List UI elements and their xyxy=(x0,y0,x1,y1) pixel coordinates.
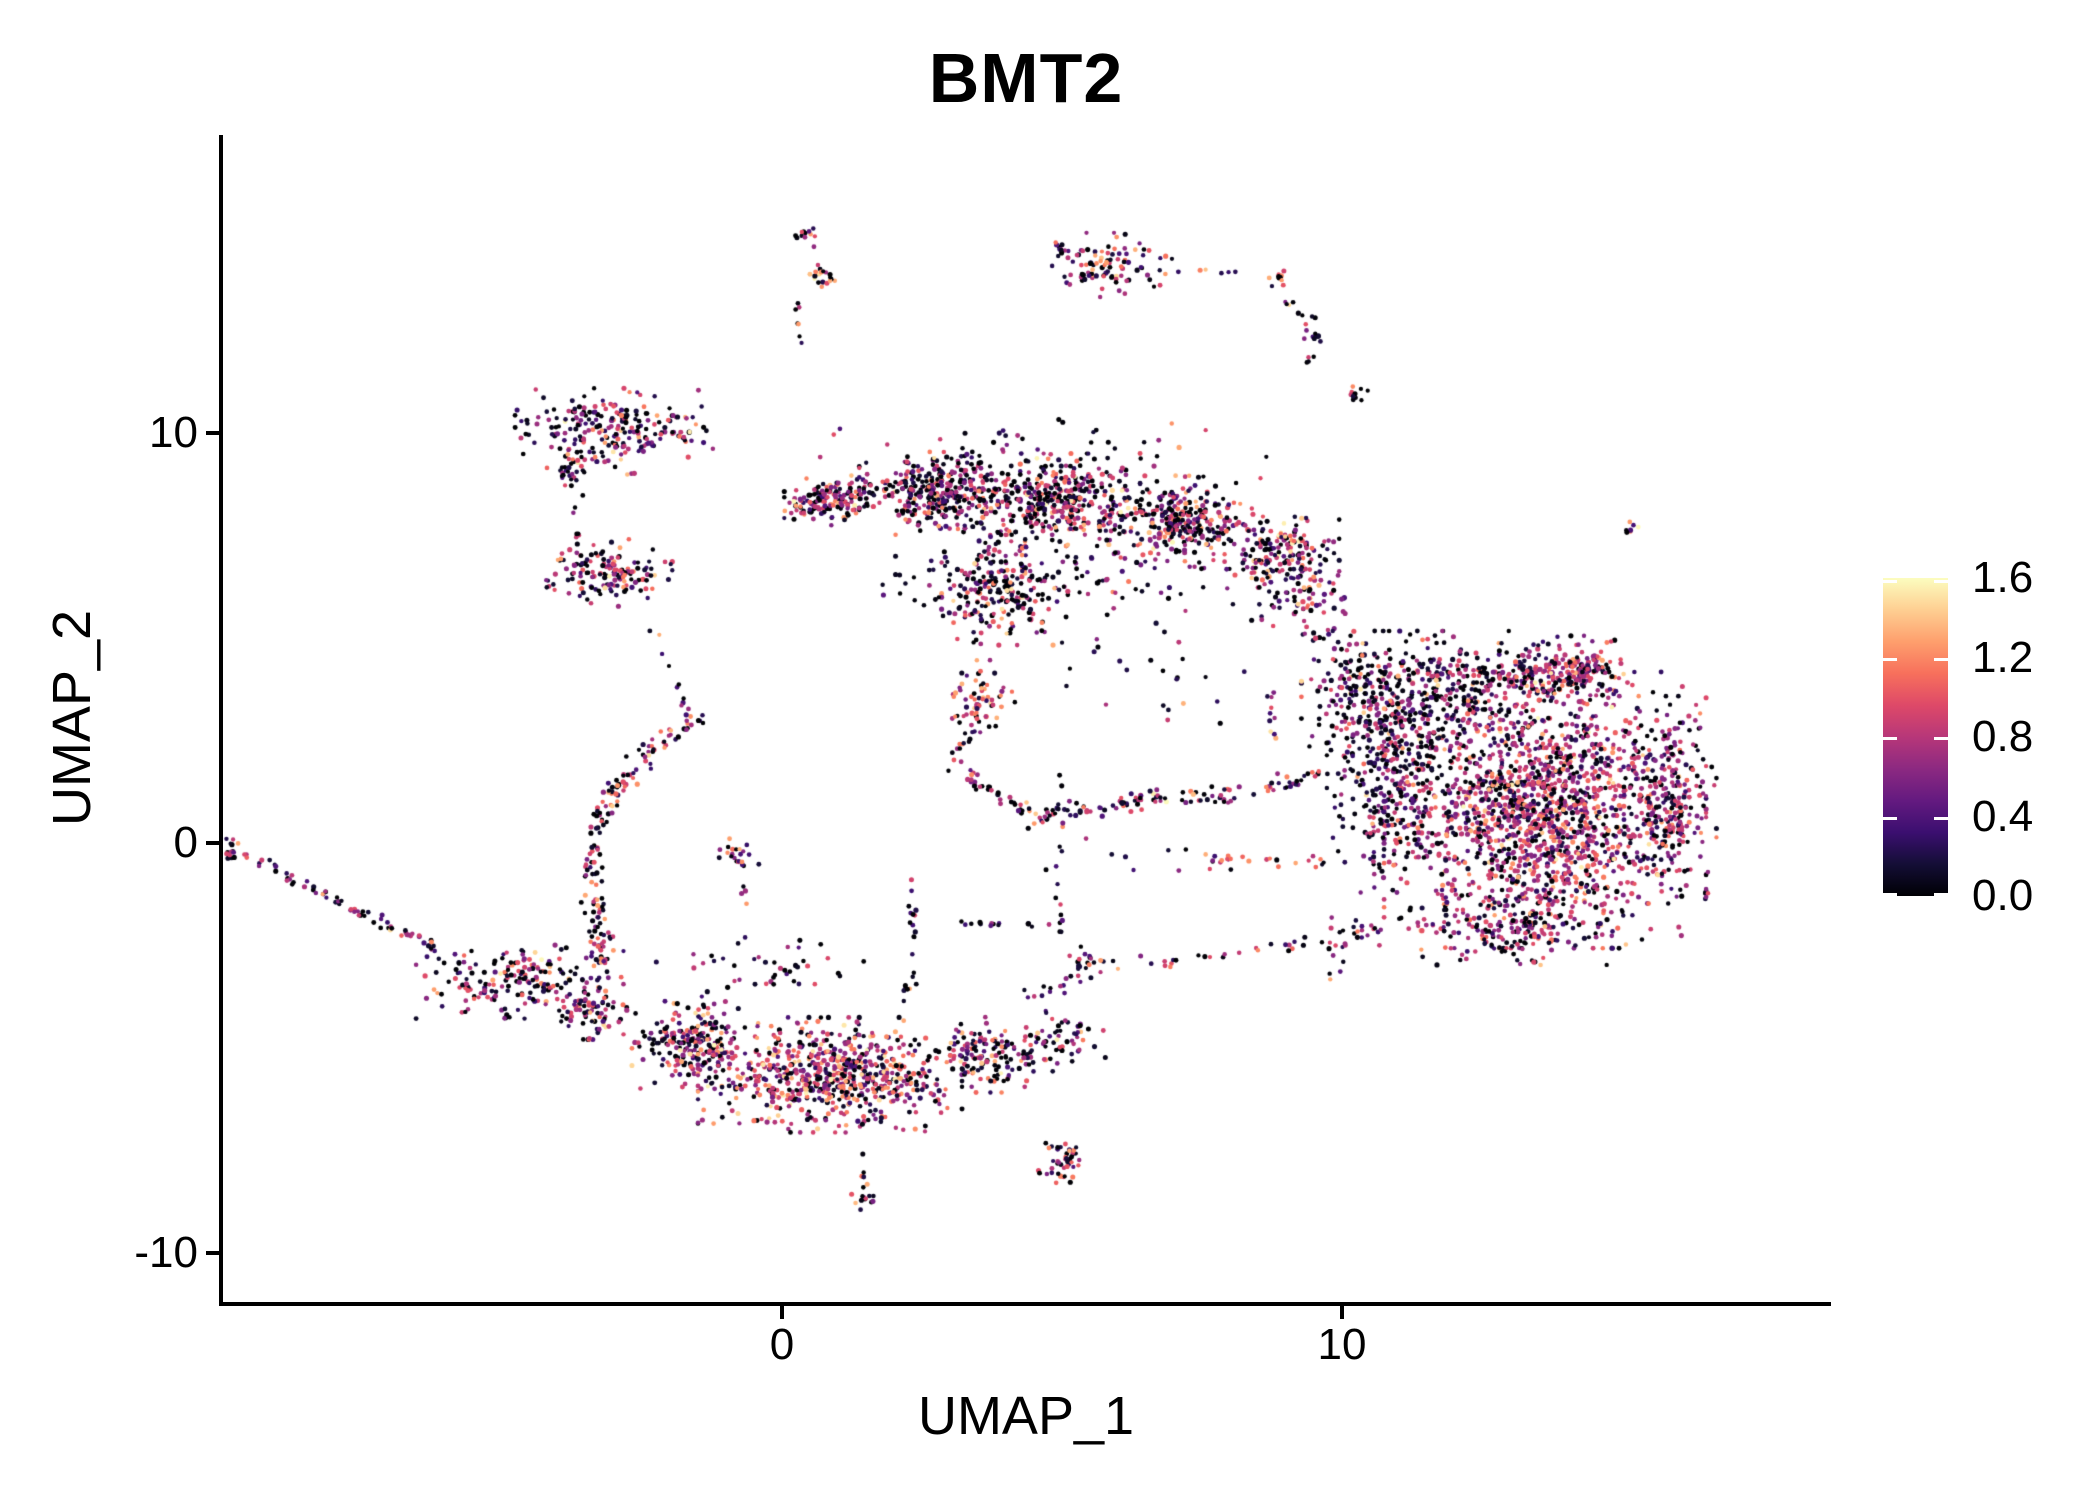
x-tick-label: 10 xyxy=(1317,1320,1367,1369)
x-tick-mark xyxy=(780,1306,784,1319)
colorbar-tick-mark xyxy=(1883,893,1897,896)
colorbar-tick-mark xyxy=(1883,737,1897,740)
x-axis-line xyxy=(219,1302,1831,1306)
colorbar-tick-label: 1.2 xyxy=(1972,633,2034,682)
colorbar-tick-label: 0.4 xyxy=(1972,792,2034,841)
x-axis-title: UMAP_1 xyxy=(917,1386,1135,1446)
x-tick-label: 0 xyxy=(769,1320,795,1369)
colorbar-tick-mark xyxy=(1883,580,1897,583)
colorbar-tick-mark xyxy=(1934,816,1948,820)
colorbar-tick-mark xyxy=(1934,737,1948,740)
y-axis-title: UMAP_2 xyxy=(42,609,102,827)
y-tick-mark xyxy=(206,431,219,435)
y-axis-line xyxy=(219,135,223,1306)
colorbar-tick-label: 0.8 xyxy=(1972,712,2034,761)
chart-title: BMT2 xyxy=(928,39,1124,117)
colorbar-tick-mark xyxy=(1883,816,1897,820)
y-tick-mark xyxy=(206,841,219,845)
y-tick-mark xyxy=(206,1251,219,1255)
colorbar-tick-mark xyxy=(1934,580,1948,583)
y-tick-label: -10 xyxy=(134,1228,198,1277)
x-tick-mark xyxy=(1340,1306,1344,1319)
colorbar-tick-mark xyxy=(1934,657,1948,661)
colorbar-tick-mark xyxy=(1934,893,1948,896)
colorbar-tick-label: 1.6 xyxy=(1972,553,2034,602)
colorbar-tick-label: 0.0 xyxy=(1972,871,2034,920)
umap-scatter-canvas xyxy=(223,137,1829,1302)
y-tick-label: 0 xyxy=(173,818,198,867)
colorbar-tick-mark xyxy=(1883,657,1897,661)
y-tick-label: 10 xyxy=(149,408,198,457)
